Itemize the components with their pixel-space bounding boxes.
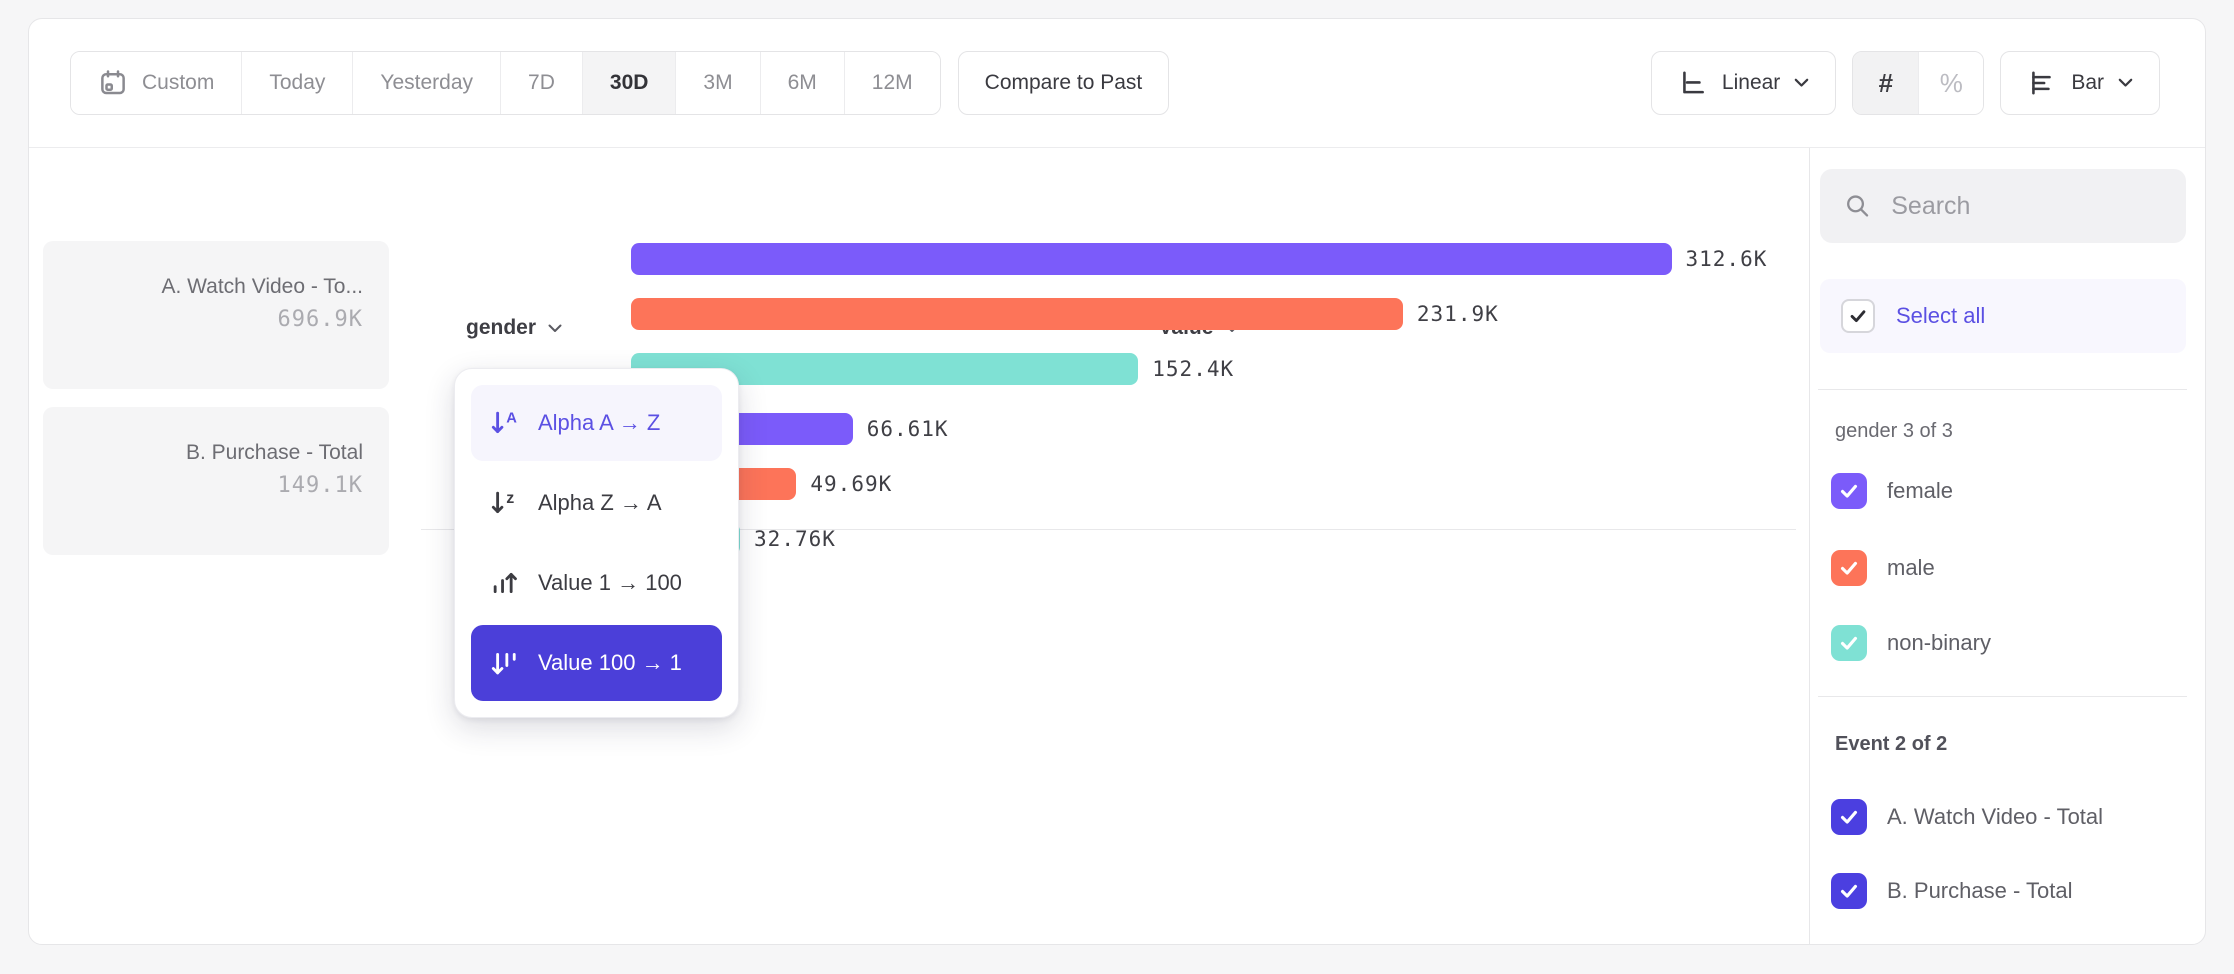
search-box <box>1820 169 2186 243</box>
watch-video-checkbox[interactable] <box>1831 799 1867 835</box>
toolbar-right: Linear # % Bar <box>1650 51 2160 115</box>
bar-value-label: 66.61K <box>866 417 949 441</box>
sort-option-label: Value 1 → 100 <box>538 570 682 595</box>
select-all-row[interactable]: Select all <box>1820 279 2186 353</box>
compare-to-past-button[interactable]: Compare to Past <box>957 51 1170 115</box>
filter-row-female[interactable]: female <box>1831 472 1953 510</box>
check-icon <box>1840 484 1858 498</box>
date-range-today[interactable]: Today <box>242 52 354 114</box>
sort-option-value-desc[interactable]: Value 100 → 1 <box>471 625 722 701</box>
bar-value-label: 32.76K <box>754 527 836 551</box>
bar-row: 32.76K <box>631 523 1796 555</box>
date-range-custom[interactable]: Custom <box>71 52 243 114</box>
filter-row-non-binary[interactable]: non-binary <box>1831 624 1991 662</box>
bar-value-label: 49.69K <box>810 472 893 496</box>
bar-value-label: 312.6K <box>1685 247 1768 271</box>
sort-value-desc-icon <box>489 647 521 679</box>
sort-alpha-asc-icon: A <box>489 407 521 439</box>
linear-scale-icon <box>1683 71 1704 94</box>
date-range-yesterday[interactable]: Yesterday <box>353 52 502 114</box>
sort-option-value-asc[interactable]: Value 1 → 100 <box>471 545 722 621</box>
sidebar-divider <box>1818 696 2187 697</box>
number-format-toggle: # % <box>1852 51 1985 115</box>
sort-option-label: Alpha A → Z <box>538 410 661 435</box>
event-card-total: 149.1K <box>277 473 363 498</box>
filter-sidebar: Select all gender 3 of 3 female male non… <box>1809 148 2205 944</box>
sort-alpha-desc-icon: z <box>489 487 521 519</box>
date-range-control: Custom Today Yesterday 7D 30D 3M 6M 12M <box>70 51 941 115</box>
non-binary-checkbox[interactable] <box>1831 625 1867 661</box>
svg-text:z: z <box>506 490 514 507</box>
chevron-down-icon <box>2118 78 2133 87</box>
horizontal-bar-chart-icon <box>2032 71 2052 95</box>
event-card-title: A. Watch Video - To... <box>161 275 363 298</box>
svg-text:A: A <box>506 410 517 426</box>
purchase-checkbox[interactable] <box>1831 873 1867 909</box>
format-count-button[interactable]: # <box>1853 52 1919 114</box>
bar-row: 66.61K <box>631 413 1796 445</box>
female-checkbox[interactable] <box>1831 473 1867 509</box>
bar-watchvideo-female[interactable] <box>631 243 1672 275</box>
gender-section-label: gender 3 of 3 <box>1835 420 1953 442</box>
check-icon <box>1850 310 1866 323</box>
filter-label: A. Watch Video - Total <box>1887 804 2104 829</box>
search-input[interactable] <box>1891 191 2162 221</box>
sort-dropdown-menu: A Alpha A → Z z Alpha Z → A <box>454 368 739 718</box>
scale-label: Linear <box>1721 71 1781 94</box>
sort-option-label: Value 100 → 1 <box>538 650 682 675</box>
toolbar: Custom Today Yesterday 7D 30D 3M 6M 12M … <box>29 19 2205 148</box>
event-section-label: Event 2 of 2 <box>1835 733 1948 755</box>
sidebar-divider <box>1818 389 2187 390</box>
chevron-down-icon <box>1795 78 1809 87</box>
scale-dropdown[interactable]: Linear <box>1650 51 1837 115</box>
male-checkbox[interactable] <box>1831 550 1867 586</box>
bar-value-label: 231.9K <box>1416 302 1499 326</box>
date-range-7d[interactable]: 7D <box>501 52 583 114</box>
format-percent-button[interactable]: % <box>1918 52 1984 114</box>
sort-option-alpha-asc[interactable]: A Alpha A → Z <box>471 385 722 461</box>
check-icon <box>1840 810 1858 824</box>
date-range-30d[interactable]: 30D <box>582 52 677 114</box>
filter-label: male <box>1887 555 1935 580</box>
chart-type-label: Bar <box>2071 71 2104 94</box>
filter-label: non-binary <box>1887 630 1991 655</box>
bar-row: 231.9K <box>631 298 1796 330</box>
group-divider <box>421 529 1796 530</box>
sort-value-asc-icon <box>489 567 521 599</box>
calendar-icon <box>101 70 125 95</box>
check-icon <box>1840 561 1858 575</box>
event-card-total: 696.9K <box>277 307 363 332</box>
date-range-3m[interactable]: 3M <box>676 52 761 114</box>
bar-row: 49.69K <box>631 468 1796 500</box>
filter-row-purchase[interactable]: B. Purchase - Total <box>1831 872 2072 910</box>
insights-report-card: Custom Today Yesterday 7D 30D 3M 6M 12M … <box>28 18 2206 945</box>
check-icon <box>1840 636 1858 650</box>
date-range-label: Custom <box>142 71 215 94</box>
date-range-6m[interactable]: 6M <box>760 52 845 114</box>
breakdown-column-header[interactable]: gender <box>466 316 562 340</box>
select-all-checkbox[interactable] <box>1841 299 1875 333</box>
event-card-title: B. Purchase - Total <box>185 441 363 464</box>
bar-value-label: 152.4K <box>1152 357 1235 381</box>
chart-type-dropdown[interactable]: Bar <box>2000 51 2160 115</box>
sort-option-alpha-desc[interactable]: z Alpha Z → A <box>471 465 722 541</box>
filter-label: female <box>1887 478 1954 503</box>
filter-row-watch-video[interactable]: A. Watch Video - Total <box>1831 798 2103 836</box>
event-card-watch-video[interactable]: A. Watch Video - To... 696.9K <box>43 241 389 389</box>
bar-row: 312.6K <box>631 243 1796 275</box>
check-icon <box>1840 884 1858 898</box>
event-card-purchase[interactable]: B. Purchase - Total 149.1K <box>43 407 389 555</box>
filter-row-male[interactable]: male <box>1831 549 1935 587</box>
bar-row: 152.4K <box>631 353 1796 385</box>
filter-label: B. Purchase - Total <box>1887 878 2073 903</box>
select-all-label: Select all <box>1896 303 1986 328</box>
date-range-12m[interactable]: 12M <box>844 52 940 114</box>
chart-area: Event gender Value A. Watch Video - To..… <box>29 148 1809 944</box>
sort-option-label: Alpha Z → A <box>538 490 662 515</box>
search-icon <box>1847 195 1869 217</box>
bar-watchvideo-male[interactable] <box>631 298 1403 330</box>
chevron-down-icon <box>548 324 562 332</box>
